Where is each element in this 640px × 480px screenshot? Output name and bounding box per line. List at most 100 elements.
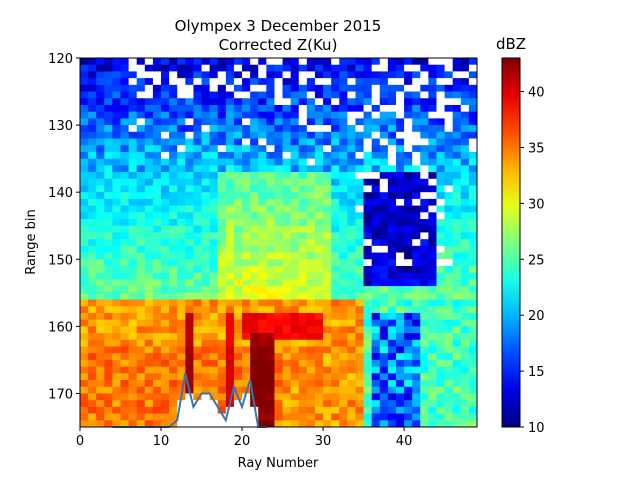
heatmap-cell <box>387 312 397 321</box>
heatmap-cell <box>428 400 437 408</box>
heatmap-cell <box>144 259 154 267</box>
heatmap-cell <box>306 165 316 173</box>
heatmap-cell <box>428 380 437 388</box>
heatmap-cell <box>331 286 340 294</box>
heatmap-cell <box>290 118 300 126</box>
heatmap-cell <box>387 272 397 280</box>
heatmap-cell <box>225 292 235 300</box>
heatmap-cell <box>420 104 429 113</box>
heatmap-cell <box>306 104 316 113</box>
heatmap-cell <box>161 178 170 186</box>
heatmap-cell <box>201 98 211 106</box>
heatmap-cell <box>460 279 470 287</box>
heatmap-cell <box>282 58 292 66</box>
heatmap-cell <box>201 158 211 166</box>
heatmap-cell <box>460 245 470 253</box>
heatmap-cell <box>144 239 154 247</box>
heatmap-cell <box>217 386 227 394</box>
heatmap-cell <box>412 111 421 119</box>
heatmap-cell <box>355 245 364 253</box>
heatmap-cell <box>209 252 219 260</box>
heatmap-cell <box>298 420 308 428</box>
heatmap-cell <box>379 125 389 133</box>
heatmap-cell <box>290 346 300 354</box>
heatmap-cell <box>128 91 138 99</box>
heatmap-cell <box>460 91 470 99</box>
heatmap-cell <box>387 306 397 314</box>
heatmap-cell <box>274 178 283 186</box>
heatmap-cell <box>266 413 275 421</box>
heatmap-cell <box>395 172 405 180</box>
heatmap-cell <box>144 393 154 401</box>
heatmap-cell <box>266 279 275 287</box>
heatmap-cell <box>258 185 267 193</box>
heatmap-cell <box>404 165 413 173</box>
heatmap-cell <box>306 252 316 260</box>
heatmap-cell <box>314 151 324 160</box>
heatmap-cell <box>428 259 437 267</box>
heatmap-cell <box>258 406 267 414</box>
heatmap-cell <box>420 125 429 133</box>
heatmap-cell <box>258 380 267 388</box>
heatmap-cell <box>404 178 413 186</box>
heatmap-cell <box>80 353 89 361</box>
heatmap-cell <box>452 299 462 307</box>
heatmap-cell <box>323 145 332 153</box>
heatmap-cell <box>371 71 381 79</box>
heatmap-cell <box>404 373 413 381</box>
heatmap-cell <box>468 84 478 92</box>
heatmap-cell <box>347 393 356 401</box>
heatmap-cell <box>193 145 202 153</box>
heatmap-cell <box>452 406 462 414</box>
heatmap-cell <box>420 406 429 414</box>
heatmap-cell <box>128 252 138 260</box>
heatmap-cell <box>298 212 308 220</box>
heatmap-cell <box>452 172 462 180</box>
heatmap-cell <box>290 205 300 213</box>
heatmap-cell <box>266 192 275 200</box>
heatmap-cell <box>468 380 478 388</box>
heatmap-cell <box>468 172 478 180</box>
heatmap-cell <box>233 306 243 314</box>
heatmap-cell <box>177 265 186 274</box>
heatmap-cell <box>355 118 364 126</box>
heatmap-cell <box>233 346 243 354</box>
heatmap-cell <box>452 353 462 361</box>
heatmap-cell <box>363 312 373 321</box>
heatmap-cell <box>306 413 316 421</box>
heatmap-cell <box>104 413 113 421</box>
heatmap-cell <box>185 265 194 274</box>
heatmap-cell <box>404 104 413 113</box>
heatmap-cell <box>306 212 316 220</box>
heatmap-cell <box>104 219 113 227</box>
heatmap-cell <box>112 84 121 92</box>
heatmap-cell <box>233 212 243 220</box>
heatmap-cell <box>339 192 348 200</box>
heatmap-cell <box>250 158 259 166</box>
heatmap-cell <box>225 84 235 92</box>
heatmap-cell <box>136 406 146 414</box>
heatmap-cell <box>347 406 356 414</box>
heatmap-cell <box>420 232 429 240</box>
heatmap-cell <box>306 420 316 428</box>
heatmap-cell <box>169 292 178 300</box>
heatmap-cell <box>120 192 130 200</box>
heatmap-cell <box>144 118 154 126</box>
heatmap-cell <box>290 359 300 368</box>
heatmap-cell <box>96 84 105 92</box>
heatmap-cell <box>193 393 202 401</box>
heatmap-cell <box>444 239 454 247</box>
heatmap-cell <box>468 205 478 213</box>
heatmap-cell <box>152 386 162 394</box>
heatmap-cell <box>120 299 130 307</box>
heatmap-cell <box>185 78 194 86</box>
heatmap-cell <box>242 178 251 186</box>
heatmap-cell <box>266 319 275 327</box>
heatmap-cell <box>233 319 243 327</box>
heatmap-cell <box>412 299 421 307</box>
heatmap-cell <box>331 400 340 408</box>
heatmap-cell <box>452 245 462 253</box>
heatmap-cell <box>250 71 259 79</box>
heatmap-cell <box>128 245 138 253</box>
heatmap-cell <box>298 299 308 307</box>
